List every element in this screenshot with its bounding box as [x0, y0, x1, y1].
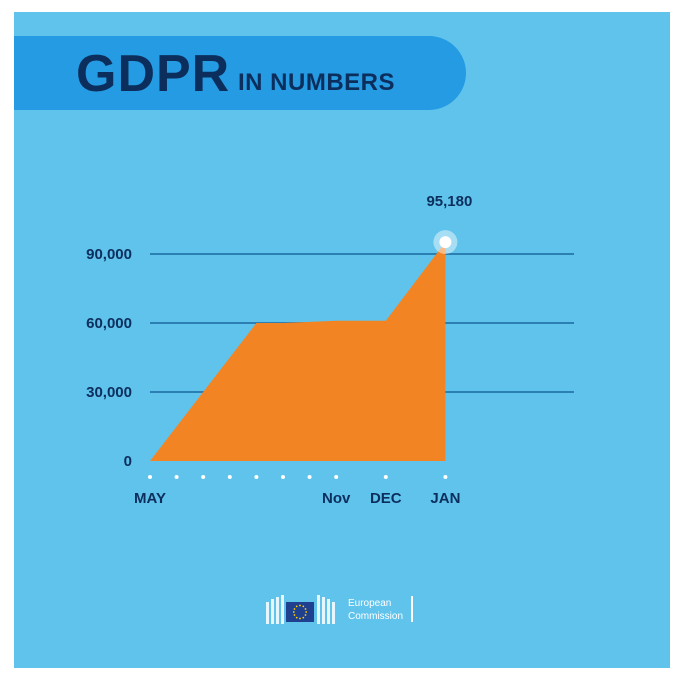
x-tick-label: DEC	[370, 490, 402, 507]
x-tick-dot	[148, 475, 152, 479]
y-tick-label: 90,000	[86, 246, 132, 263]
title-banner: GDPR IN NUMBERS	[14, 36, 466, 110]
x-tick-dot	[201, 475, 206, 479]
logo-line-commission: Commission	[348, 611, 404, 622]
title-main: GDPR	[76, 45, 231, 103]
x-tick-dot	[281, 475, 285, 479]
x-tick-dot	[227, 475, 232, 479]
title-sub: IN NUMBERS	[238, 69, 396, 96]
x-tick-dot	[383, 475, 388, 479]
infographic-panel: GDPR IN NUMBERS 0 30,000 60,000 90,000 MAY No…	[14, 12, 670, 668]
area-series	[150, 242, 446, 461]
european-commission-logo: European Commission	[264, 588, 424, 632]
y-tick-label: 30,000	[86, 384, 132, 401]
x-tick-dot	[254, 475, 259, 479]
x-tick-label: Nov	[322, 490, 351, 507]
peak-value-label: 95,180	[426, 193, 472, 210]
logo-line-european: European	[348, 598, 392, 609]
peak-marker	[439, 236, 452, 249]
x-tick-dot	[307, 475, 312, 479]
y-tick-label: 0	[124, 453, 132, 470]
y-tick-label: 60,000	[86, 315, 132, 332]
x-tick-dot	[174, 475, 179, 479]
x-tick-dot	[334, 475, 339, 479]
x-tick-label: MAY	[134, 490, 166, 507]
logo-separator	[411, 596, 413, 622]
x-tick-label: JAN	[430, 490, 460, 507]
area-chart: 0 30,000 60,000 90,000 MAY Nov DEC JAN 95,180	[86, 193, 574, 507]
logo-text: European Commission	[348, 597, 403, 623]
x-tick-dot	[443, 475, 448, 479]
eu-flag-icon	[266, 595, 335, 624]
